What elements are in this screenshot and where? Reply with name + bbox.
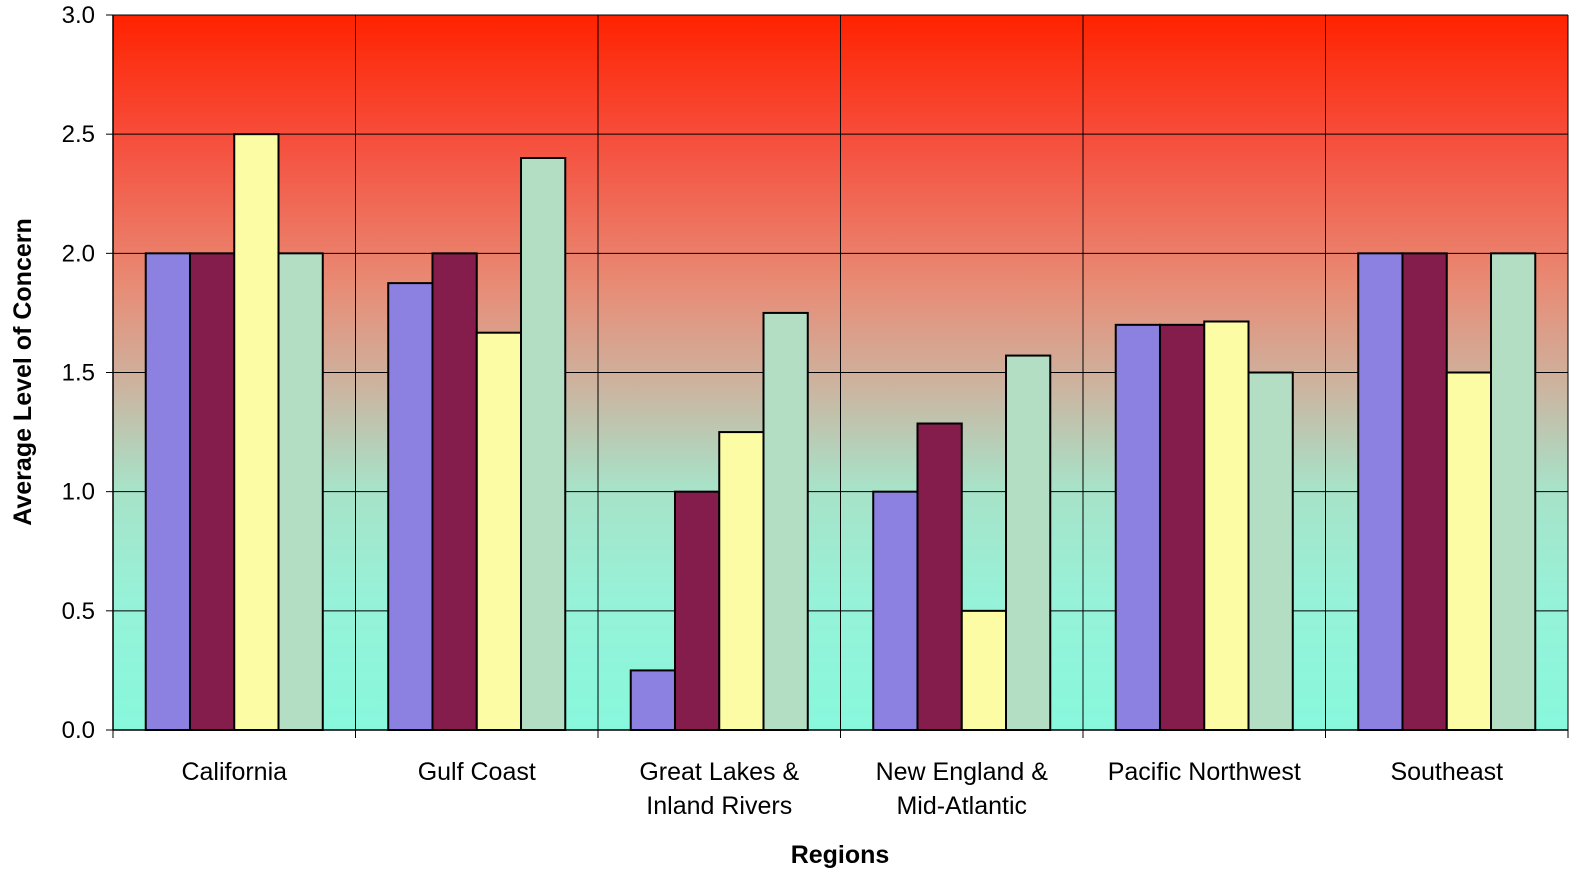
- bar: [1247, 371, 1294, 731]
- bar: [233, 133, 280, 731]
- bar: [960, 609, 1008, 731]
- x-tick-label: Great Lakes &: [639, 758, 799, 786]
- bar: [1490, 252, 1537, 731]
- bar: [916, 422, 963, 731]
- bar: [144, 252, 191, 731]
- x-tick-label: Inland Rivers: [646, 792, 792, 820]
- tick-labels: 0.0 0.5 1.0 1.5 2.0 2.5 3.0 California Gulf Coas…: [62, 2, 1503, 820]
- bar: [1005, 354, 1052, 731]
- bar: [718, 431, 765, 731]
- bar: [277, 252, 324, 731]
- x-tick-label: Mid-Atlantic: [896, 792, 1027, 820]
- y-tick-label: 2.0: [62, 240, 95, 267]
- bar: [387, 282, 434, 731]
- bar: [629, 669, 676, 732]
- bars: [144, 133, 1537, 732]
- bar: [762, 311, 809, 731]
- y-tick-label: 3.0: [62, 2, 95, 29]
- bar: [1357, 252, 1404, 731]
- bar: [475, 331, 523, 731]
- bar: [520, 157, 567, 731]
- y-tick-label: 2.5: [62, 121, 95, 148]
- bar: [1445, 371, 1493, 731]
- bar: [1203, 320, 1250, 731]
- bar: [431, 252, 478, 731]
- bar: [673, 490, 721, 731]
- x-tick-label: New England &: [876, 758, 1049, 786]
- bar: [872, 490, 919, 731]
- y-tick-label: 1.5: [62, 360, 95, 387]
- y-tick-label: 0.0: [62, 717, 95, 744]
- y-tick-label: 0.5: [62, 598, 95, 625]
- bar: [1401, 252, 1448, 731]
- x-tick-label: Gulf Coast: [418, 758, 536, 786]
- x-tick-label: Pacific Northwest: [1108, 758, 1301, 786]
- x-axis-title: Regions: [791, 841, 890, 869]
- axes: [106, 14, 1568, 731]
- y-tick-label: 1.0: [62, 479, 95, 506]
- x-tick-label: California: [181, 758, 287, 786]
- bar: [1158, 323, 1206, 731]
- y-axis-title: Average Level of Concern: [9, 218, 37, 526]
- x-tick-label: Southeast: [1390, 758, 1503, 786]
- bar: [188, 252, 236, 731]
- bar: [1114, 323, 1161, 731]
